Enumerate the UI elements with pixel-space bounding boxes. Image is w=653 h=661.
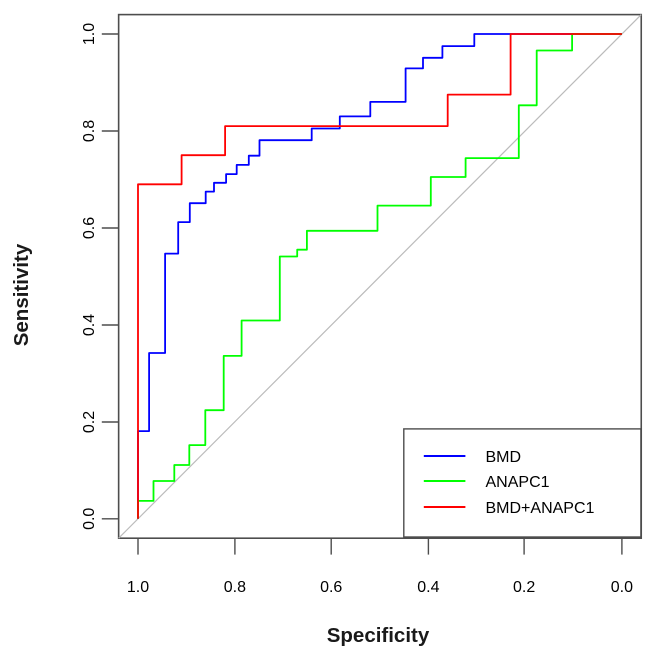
svg-text:0.8: 0.8: [224, 579, 246, 596]
svg-text:0.6: 0.6: [320, 579, 342, 596]
svg-text:0.2: 0.2: [513, 579, 535, 596]
svg-text:0.2: 0.2: [81, 411, 98, 433]
svg-text:BMD: BMD: [486, 449, 522, 466]
svg-text:0.8: 0.8: [81, 120, 98, 142]
svg-text:Specificity: Specificity: [327, 624, 430, 647]
svg-text:0.0: 0.0: [611, 579, 633, 596]
svg-text:0.4: 0.4: [81, 314, 98, 336]
svg-text:ANAPC1: ANAPC1: [486, 474, 550, 491]
svg-text:Sensitivity: Sensitivity: [10, 243, 33, 346]
svg-text:BMD+ANAPC1: BMD+ANAPC1: [486, 500, 595, 517]
svg-text:1.0: 1.0: [81, 23, 98, 45]
svg-text:0.4: 0.4: [417, 579, 439, 596]
svg-text:0.6: 0.6: [81, 217, 98, 239]
svg-text:1.0: 1.0: [127, 579, 149, 596]
svg-text:0.0: 0.0: [81, 508, 98, 530]
